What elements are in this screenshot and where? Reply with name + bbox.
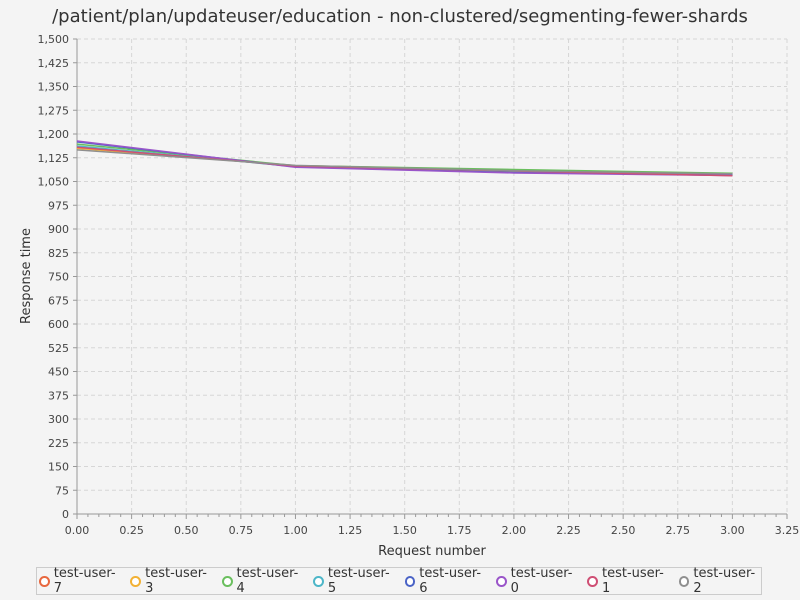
y-axis-title: Response time [19, 228, 34, 324]
y-tick-label: 1,050 [38, 176, 70, 189]
x-tick-label: 0.25 [119, 524, 144, 537]
y-tick-label: 0 [62, 508, 69, 521]
chart-title: /patient/plan/updateuser/education - non… [52, 6, 748, 27]
y-tick-label: 1,275 [38, 104, 70, 117]
y-tick-label: 75 [55, 484, 69, 497]
x-tick-label: 2.00 [502, 524, 527, 537]
x-tick-label: 2.25 [556, 524, 581, 537]
x-tick-label: 2.50 [611, 524, 636, 537]
x-tick-label: 3.00 [720, 524, 745, 537]
x-tick-label: 1.25 [338, 524, 363, 537]
x-tick-label: 2.75 [666, 524, 691, 537]
y-tick-label: 375 [48, 389, 69, 402]
grid-lines [77, 38, 788, 514]
y-tick-labels: 0 75 150 225 300 375 450 525 600 675 750 825 900 975 1… [38, 33, 70, 521]
y-tick-label: 225 [48, 437, 69, 450]
y-tick-label: 300 [48, 413, 69, 426]
legend-swatch-icon [130, 575, 142, 587]
axes [73, 38, 788, 519]
legend-label: test-user-7 [53, 566, 116, 596]
y-tick-label: 1,200 [38, 128, 70, 141]
legend-item: test-user-3 [130, 566, 212, 596]
series-lines [76, 140, 733, 177]
legend-item: test-user-6 [404, 566, 487, 596]
legend-item: test-user-4 [221, 566, 304, 596]
legend-item: test-user-1 [587, 566, 669, 596]
y-tick-label: 1,500 [38, 33, 70, 46]
legend-swatch-icon [404, 575, 416, 587]
y-tick-label: 450 [48, 366, 69, 379]
y-tick-label: 1,425 [38, 57, 70, 70]
legend-label: test-user-5 [327, 566, 390, 596]
x-axis-title: Request number [378, 544, 486, 559]
legend-label: test-user-1 [602, 566, 664, 596]
x-tick-label: 1.00 [283, 524, 308, 537]
y-tick-label: 600 [48, 318, 69, 331]
series-line-test-user-2 [76, 149, 733, 175]
x-tick-labels: 0.00 0.25 0.50 0.75 1.00 1.25 1.50 1.75 2.00 2.25… [65, 524, 800, 537]
legend-label: test-user-0 [510, 566, 573, 596]
y-tick-label: 825 [48, 247, 69, 260]
x-tick-label: 1.75 [447, 524, 472, 537]
legend-label: test-user-3 [145, 566, 207, 596]
legend-swatch-icon [495, 575, 507, 587]
legend-swatch-icon [39, 575, 50, 587]
legend-label: test-user-2 [693, 566, 756, 596]
y-tick-label: 750 [48, 271, 69, 284]
y-tick-label: 1,125 [38, 152, 70, 165]
legend-label: test-user-6 [419, 566, 482, 596]
x-tick-label: 0.75 [229, 524, 254, 537]
y-tick-label: 1,350 [38, 81, 70, 94]
legend-item: test-user-5 [313, 566, 395, 596]
legend-item: test-user-0 [495, 566, 578, 596]
legend-swatch-icon [587, 575, 598, 587]
x-tick-label: 1.50 [392, 524, 417, 537]
x-tick-label: 0.00 [65, 524, 90, 537]
x-tick-label: 0.50 [174, 524, 199, 537]
legend-item: test-user-7 [39, 566, 121, 596]
y-tick-label: 975 [48, 199, 69, 212]
legend-item: test-user-2 [678, 566, 761, 596]
legend-swatch-icon [678, 575, 690, 587]
series-line-test-user-0 [76, 140, 733, 177]
y-tick-label: 525 [48, 342, 69, 355]
legend-label: test-user-4 [236, 566, 299, 596]
y-tick-label: 900 [48, 223, 69, 236]
x-tick-label: 3.25 [775, 524, 800, 537]
legend: test-user-7 test-user-3 test-user-4 test-us… [36, 566, 762, 596]
y-tick-label: 150 [48, 461, 69, 474]
legend-swatch-icon [221, 575, 233, 587]
y-tick-label: 675 [48, 294, 69, 307]
legend-swatch-icon [313, 575, 324, 587]
